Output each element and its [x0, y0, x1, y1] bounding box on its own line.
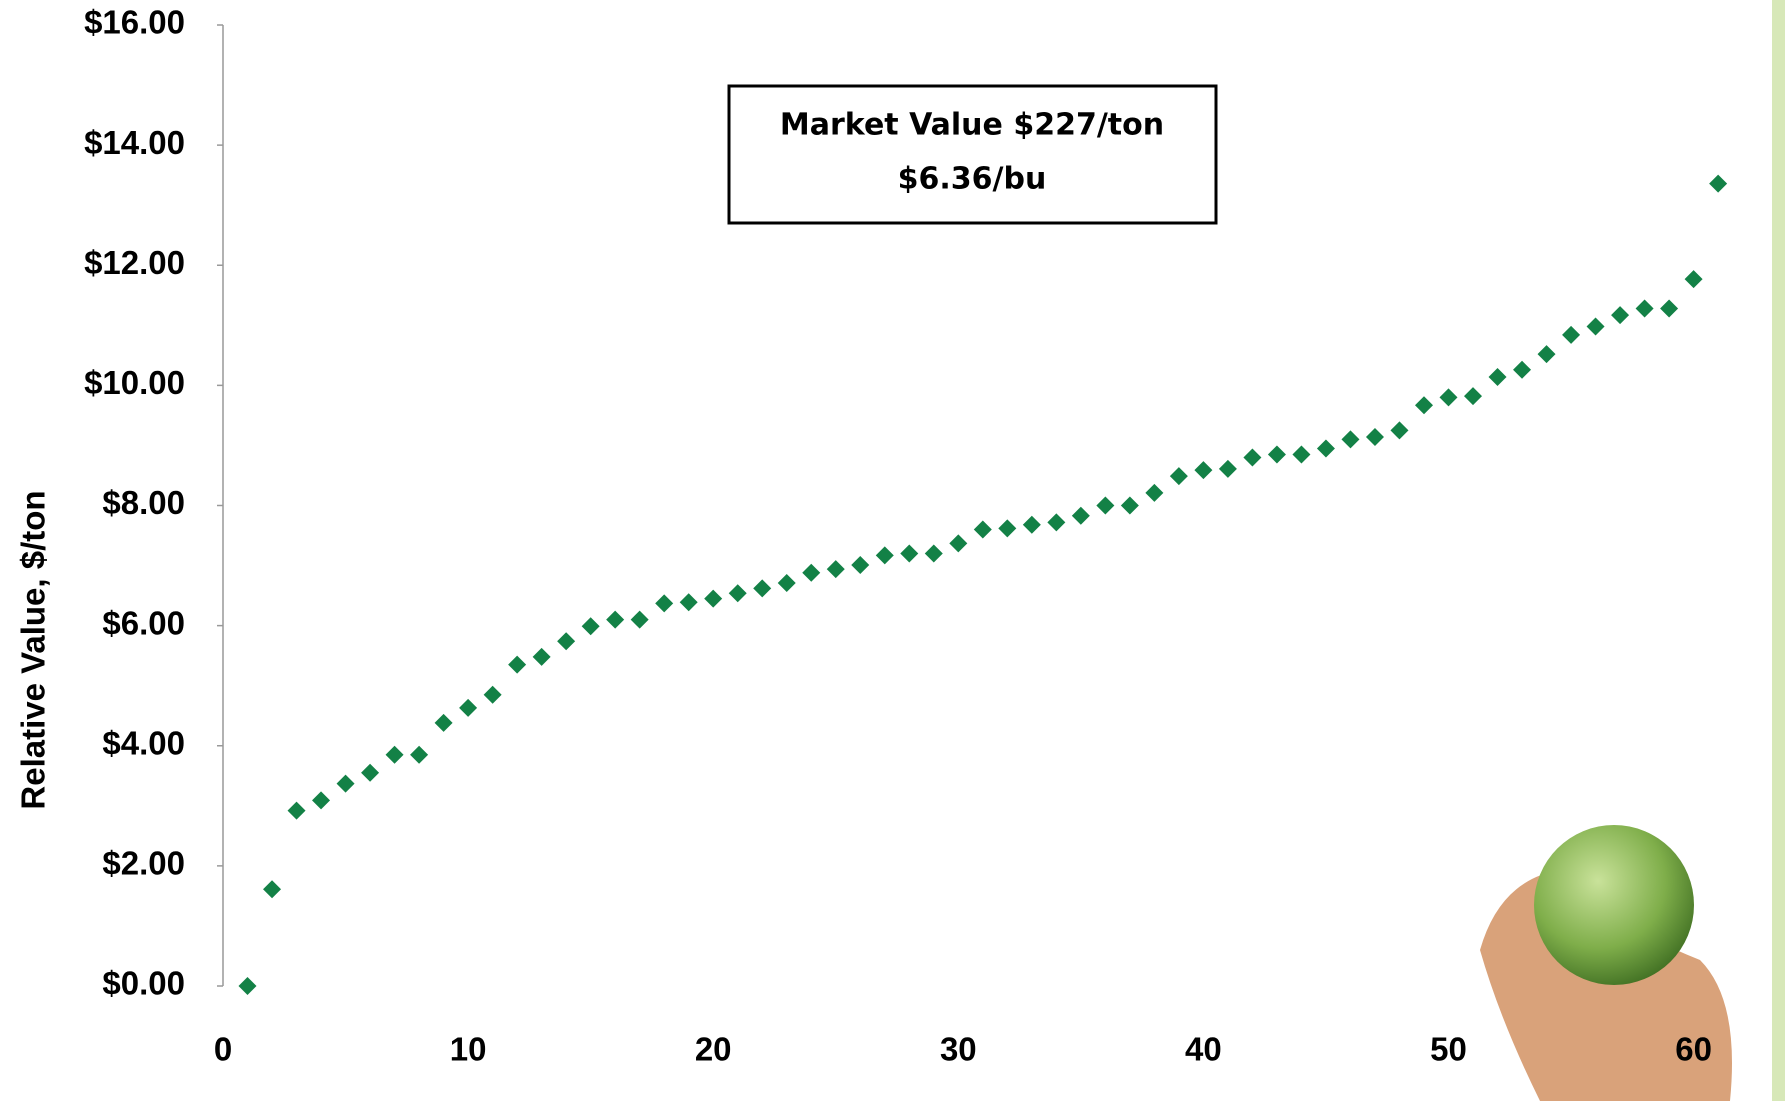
point — [1538, 345, 1556, 363]
point — [1292, 445, 1310, 463]
x-tick-label: 0 — [214, 1031, 232, 1068]
point — [925, 545, 943, 563]
y-tick-label: $14.00 — [84, 124, 185, 161]
point — [753, 579, 771, 597]
point — [239, 977, 257, 995]
y-tick-label: $2.00 — [102, 845, 185, 882]
point — [337, 775, 355, 793]
x-tick-label: 20 — [695, 1031, 732, 1068]
point — [288, 802, 306, 820]
point — [1096, 497, 1114, 515]
y-tick-label: $0.00 — [102, 965, 185, 1002]
x-tick-label: 60 — [1675, 1031, 1712, 1068]
point — [949, 534, 967, 552]
point — [1636, 299, 1654, 317]
point — [631, 611, 649, 629]
point — [680, 593, 698, 611]
point — [1145, 484, 1163, 502]
point — [1268, 445, 1286, 463]
point — [312, 791, 330, 809]
chart: Market Value $227/ton $6.36/bu Relative … — [0, 0, 1785, 1101]
side-strip — [1772, 0, 1785, 1101]
point — [851, 556, 869, 574]
point — [1587, 318, 1605, 336]
point — [1440, 388, 1458, 406]
point — [1390, 421, 1408, 439]
point — [1709, 175, 1727, 193]
point — [1660, 299, 1678, 317]
x-tick-label: 30 — [940, 1031, 977, 1068]
point — [1562, 326, 1580, 344]
point — [802, 564, 820, 582]
point — [729, 584, 747, 602]
point — [1243, 448, 1261, 466]
point — [263, 880, 281, 898]
point — [1219, 460, 1237, 478]
point — [606, 611, 624, 629]
point — [827, 560, 845, 578]
point — [1023, 516, 1041, 534]
point — [1685, 270, 1703, 288]
point — [508, 656, 526, 674]
y-tick-label: $8.00 — [102, 484, 185, 521]
point — [1317, 439, 1335, 457]
point — [900, 545, 918, 563]
point — [704, 590, 722, 608]
y-tick-label: $12.00 — [84, 244, 185, 281]
annotation: $6.36/bu — [898, 162, 1047, 197]
point — [998, 519, 1016, 537]
point — [484, 686, 502, 704]
point — [1415, 396, 1433, 414]
point — [1341, 430, 1359, 448]
point — [1121, 497, 1139, 515]
y-tick-label: $6.00 — [102, 604, 185, 641]
point — [533, 648, 551, 666]
x-tick-label: 40 — [1185, 1031, 1222, 1068]
point — [435, 714, 453, 732]
point — [974, 521, 992, 539]
point — [876, 546, 894, 564]
point — [1464, 387, 1482, 405]
globe — [1534, 825, 1694, 985]
x-tick-label: 10 — [450, 1031, 487, 1068]
point — [1611, 306, 1629, 324]
point — [557, 632, 575, 650]
y-tick-label: $10.00 — [84, 364, 185, 401]
point — [1072, 507, 1090, 525]
point — [1366, 428, 1384, 446]
y-tick-label: $4.00 — [102, 724, 185, 761]
annotation: Market Value $227/ton — [780, 108, 1164, 143]
y-tick-label: $16.00 — [84, 4, 185, 41]
point — [1489, 368, 1507, 386]
point — [582, 617, 600, 635]
point — [410, 746, 428, 764]
x-tick-label: 50 — [1430, 1031, 1467, 1068]
point — [655, 594, 673, 612]
point — [778, 574, 796, 592]
point — [1047, 513, 1065, 531]
point — [1194, 461, 1212, 479]
point — [1170, 467, 1188, 485]
point — [386, 746, 404, 764]
y-axis-label: Relative Value, $/ton — [15, 490, 52, 809]
point — [361, 764, 379, 782]
point — [1513, 361, 1531, 379]
point — [459, 699, 477, 717]
